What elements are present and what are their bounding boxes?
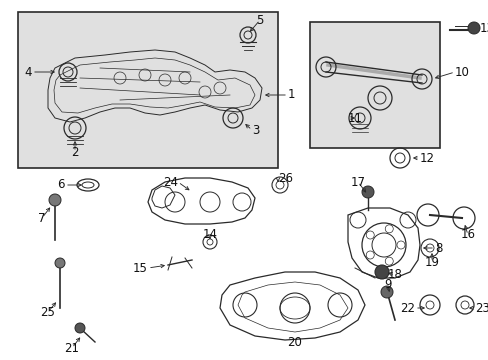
Text: 4: 4	[24, 66, 32, 78]
Text: 10: 10	[454, 66, 469, 78]
Bar	[309, 22, 439, 148]
Circle shape	[380, 286, 392, 298]
Text: 7: 7	[38, 211, 46, 225]
Text: 3: 3	[251, 123, 259, 136]
Text: 1: 1	[287, 89, 295, 102]
Text: 16: 16	[460, 229, 474, 242]
Text: 9: 9	[384, 279, 391, 292]
Text: 8: 8	[434, 242, 442, 255]
Text: 6: 6	[58, 179, 65, 192]
Circle shape	[75, 323, 85, 333]
Text: 18: 18	[387, 269, 402, 282]
Text: 11: 11	[347, 112, 362, 125]
Text: 5: 5	[256, 13, 263, 27]
Text: 19: 19	[424, 256, 439, 269]
Text: 15: 15	[133, 261, 148, 274]
Text: 23: 23	[474, 302, 488, 315]
Text: 2: 2	[71, 145, 79, 158]
Circle shape	[374, 265, 388, 279]
Text: 22: 22	[399, 302, 414, 315]
Text: 26: 26	[278, 171, 292, 184]
Text: 12: 12	[419, 152, 434, 165]
Circle shape	[467, 22, 479, 34]
Circle shape	[55, 258, 65, 268]
Text: 20: 20	[287, 336, 302, 348]
Text: 24: 24	[163, 175, 178, 189]
Bar	[18, 12, 278, 168]
Text: 17: 17	[350, 175, 365, 189]
Text: 14: 14	[202, 229, 217, 242]
Text: 13: 13	[479, 22, 488, 35]
Circle shape	[49, 194, 61, 206]
Text: 25: 25	[41, 306, 55, 319]
Text: 21: 21	[64, 342, 80, 355]
Circle shape	[361, 186, 373, 198]
